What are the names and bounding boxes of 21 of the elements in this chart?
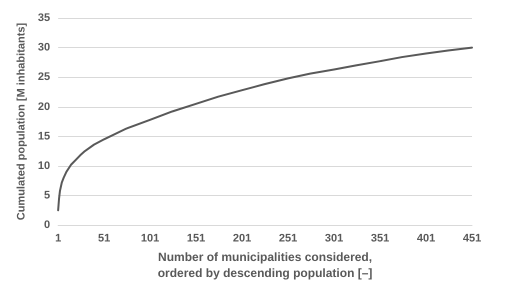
y-tick-label: 5 (44, 190, 50, 202)
x-tick-label: 201 (232, 232, 252, 245)
y-tick-label: 25 (38, 71, 50, 84)
x-tick-label: 1 (55, 232, 62, 245)
x-tick-label: 451 (462, 232, 482, 245)
x-tick-label: 51 (98, 232, 110, 245)
y-tick-label: 0 (44, 219, 50, 232)
y-tick-label: 35 (38, 12, 50, 24)
line-series (57, 46, 473, 212)
x-tick-label: 351 (370, 232, 390, 245)
x-tick-label: 301 (324, 232, 344, 245)
x-tick-label: 101 (140, 232, 160, 245)
x-tick-label: 151 (186, 232, 206, 245)
x-axis-title: Number of municipalities considered, ordered by descending population [–] (158, 250, 372, 280)
y-tick-label: 20 (38, 100, 50, 113)
y-tick-label: 15 (38, 130, 50, 142)
x-tick-label: 251 (278, 232, 298, 245)
y-axis-title: Cumulated population [M inhabitants] (16, 22, 28, 220)
x-tick-label: 401 (416, 232, 436, 245)
y-tick-label: 10 (38, 160, 50, 172)
y-tick-label: 30 (38, 42, 50, 54)
